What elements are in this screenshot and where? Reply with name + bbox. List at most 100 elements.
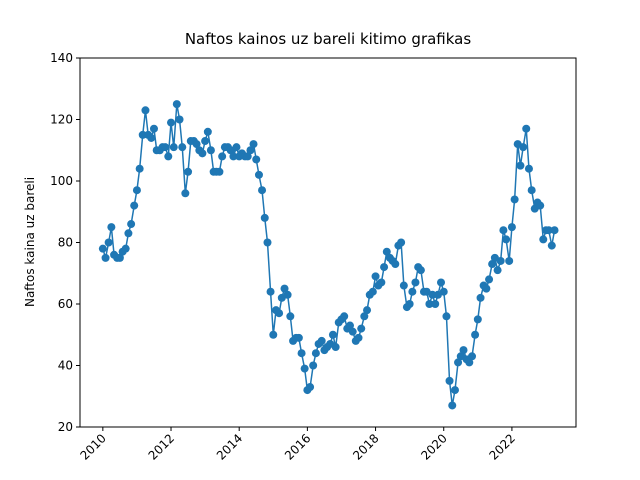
marker — [232, 143, 241, 152]
marker — [175, 115, 184, 124]
marker — [198, 149, 207, 158]
marker — [107, 223, 116, 232]
marker — [260, 213, 269, 222]
marker — [377, 278, 386, 287]
x-tick-label: 2012 — [146, 431, 177, 462]
marker — [368, 287, 377, 296]
marker — [215, 167, 224, 176]
x-tick-label: 2016 — [282, 431, 313, 462]
marker — [448, 401, 457, 410]
marker — [201, 137, 210, 146]
marker — [516, 161, 525, 170]
marker — [499, 226, 508, 235]
marker — [280, 284, 289, 293]
marker — [203, 127, 212, 136]
marker — [169, 143, 178, 152]
marker — [348, 327, 357, 336]
marker — [493, 266, 502, 275]
x-tick-label: 2020 — [418, 431, 449, 462]
marker — [132, 186, 141, 195]
marker — [524, 164, 533, 173]
marker — [130, 201, 139, 210]
marker — [178, 143, 187, 152]
marker — [124, 229, 133, 238]
marker — [488, 260, 497, 269]
marker — [246, 146, 255, 155]
marker — [286, 312, 295, 321]
marker — [397, 238, 406, 247]
marker — [411, 278, 420, 287]
marker — [442, 312, 451, 321]
marker — [309, 361, 318, 370]
marker — [399, 281, 408, 290]
marker — [459, 346, 468, 355]
marker — [275, 309, 284, 318]
y-tick-label: 60 — [58, 297, 73, 311]
marker — [465, 358, 474, 367]
marker — [127, 220, 136, 229]
marker — [181, 189, 190, 198]
marker — [408, 287, 417, 296]
marker — [405, 300, 414, 308]
x-tick-label: 2022 — [487, 431, 518, 462]
marker — [544, 226, 553, 235]
y-tick-label: 100 — [50, 174, 73, 188]
marker — [263, 238, 272, 247]
marker — [380, 263, 389, 272]
marker — [363, 306, 372, 315]
marker — [340, 312, 349, 321]
marker — [172, 100, 181, 109]
marker — [382, 247, 391, 256]
y-tick-label: 120 — [50, 113, 73, 127]
marker — [121, 244, 130, 253]
marker — [439, 287, 448, 296]
x-tick-label: 2010 — [77, 431, 108, 462]
marker — [104, 238, 113, 247]
y-tick-label: 40 — [58, 359, 73, 373]
marker — [539, 235, 548, 244]
x-tick-label: 2014 — [214, 431, 245, 462]
marker — [297, 349, 306, 358]
marker — [167, 118, 176, 127]
marker — [258, 186, 267, 195]
marker — [502, 235, 511, 244]
marker — [425, 300, 434, 308]
marker — [269, 330, 278, 339]
marker — [519, 143, 528, 152]
marker — [471, 330, 480, 339]
marker — [468, 352, 477, 361]
marker — [243, 152, 252, 161]
marker — [360, 312, 369, 321]
y-tick-label: 140 — [50, 51, 73, 65]
marker — [184, 167, 193, 176]
y-tick-label: 80 — [58, 236, 73, 250]
marker — [450, 386, 459, 395]
marker — [141, 106, 150, 115]
marker — [416, 266, 425, 275]
x-tick-label: 2018 — [350, 431, 381, 462]
marker — [357, 324, 366, 333]
marker — [98, 244, 107, 253]
marker — [437, 278, 446, 287]
marker — [454, 358, 463, 367]
marker — [161, 143, 170, 152]
marker — [476, 293, 485, 302]
marker — [164, 152, 173, 161]
marker — [473, 315, 482, 324]
y-axis-label: Naftos kaina uz bareli — [23, 177, 37, 307]
marker — [206, 146, 215, 155]
marker — [505, 256, 514, 265]
marker — [527, 186, 536, 195]
y-tick-label: 20 — [58, 420, 73, 434]
marker — [135, 164, 144, 173]
marker — [101, 253, 110, 262]
marker — [485, 275, 494, 284]
marker — [306, 383, 315, 392]
marker — [354, 333, 363, 342]
marker — [229, 152, 238, 161]
marker — [147, 133, 156, 142]
chart-title: Naftos kainos uz bareli kitimo grafikas — [185, 30, 472, 48]
marker — [510, 195, 519, 204]
